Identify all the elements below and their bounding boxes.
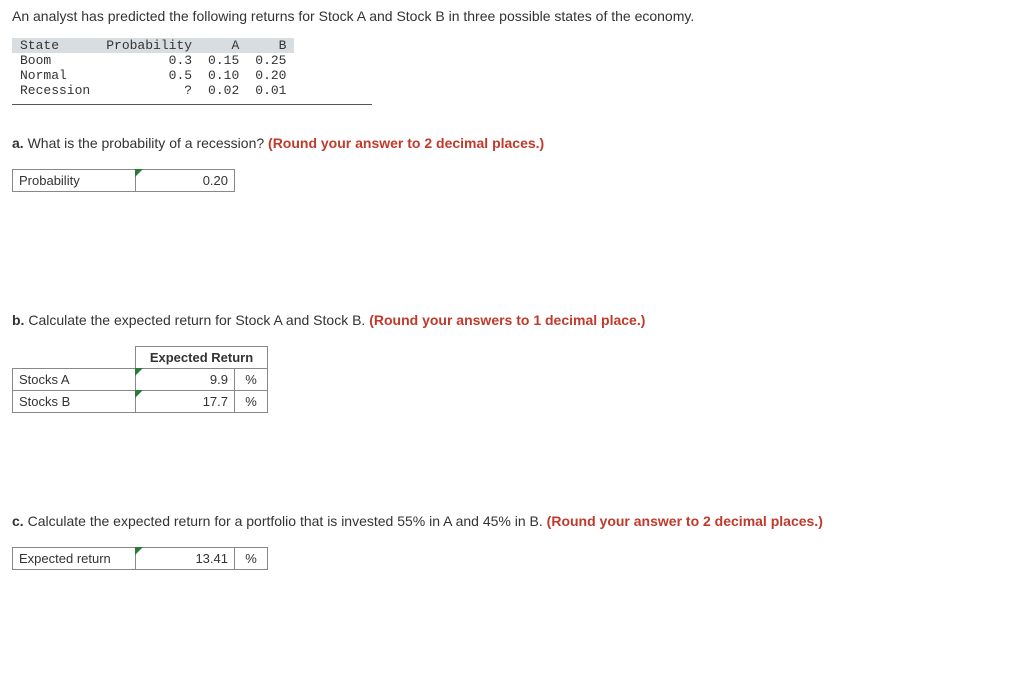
cell-a: 0.02 [200, 83, 247, 98]
qb-input-b[interactable]: 17.7 [136, 391, 235, 413]
qb-unit-a: % [235, 369, 268, 391]
qb-row-a: Stocks A 9.9 % [13, 369, 268, 391]
qc-answer-table: Expected return 13.41 % [12, 547, 268, 570]
correct-tick-icon [135, 390, 143, 398]
col-a: A [200, 38, 247, 53]
qb-label-b: Stocks B [13, 391, 136, 413]
intro-text: An analyst has predicted the following r… [12, 8, 1012, 24]
qa-answer-table: Probability 0.20 [12, 169, 235, 192]
col-b: B [247, 38, 294, 53]
table-row: Recession ? 0.02 0.01 [12, 83, 294, 98]
table-rule [12, 104, 372, 105]
qb-value-a: 9.9 [210, 372, 228, 387]
qa-input[interactable]: 0.20 [136, 170, 235, 192]
qc-unit: % [235, 548, 268, 570]
col-probability: Probability [98, 38, 200, 53]
cell-state: Normal [12, 68, 98, 83]
cell-prob: ? [98, 83, 200, 98]
qa-hint: (Round your answer to 2 decimal places.) [268, 135, 544, 151]
qb-text: Calculate the expected return for Stock … [24, 312, 369, 328]
qa-answer-row: Probability 0.20 [13, 170, 235, 192]
qc-answer-row: Expected return 13.41 % [13, 548, 268, 570]
qa-label: Probability [13, 170, 136, 192]
cell-state: Recession [12, 83, 98, 98]
cell-b: 0.25 [247, 53, 294, 68]
qc-hint: (Round your answer to 2 decimal places.) [547, 513, 823, 529]
table-header-row: State Probability A B [12, 38, 294, 53]
col-state: State [12, 38, 98, 53]
correct-tick-icon [135, 169, 143, 177]
qa-prefix: a. [12, 135, 24, 151]
cell-state: Boom [12, 53, 98, 68]
qa-value: 0.20 [203, 173, 228, 188]
cell-prob: 0.5 [98, 68, 200, 83]
qb-answer-table: Expected Return Stocks A 9.9 % Stocks B … [12, 346, 268, 413]
correct-tick-icon [135, 368, 143, 376]
blank-cell [13, 347, 136, 369]
question-c: c. Calculate the expected return for a p… [12, 513, 1012, 529]
table-row: Normal 0.5 0.10 0.20 [12, 68, 294, 83]
correct-tick-icon [135, 547, 143, 555]
returns-data-table: State Probability A B Boom 0.3 0.15 0.25… [12, 38, 294, 98]
question-b: b. Calculate the expected return for Sto… [12, 312, 1012, 328]
qb-header-row: Expected Return [13, 347, 268, 369]
qb-unit-b: % [235, 391, 268, 413]
qc-prefix: c. [12, 513, 24, 529]
cell-prob: 0.3 [98, 53, 200, 68]
qc-text: Calculate the expected return for a port… [24, 513, 547, 529]
qb-hint: (Round your answers to 1 decimal place.) [369, 312, 645, 328]
qb-row-b: Stocks B 17.7 % [13, 391, 268, 413]
cell-b: 0.01 [247, 83, 294, 98]
question-a: a. What is the probability of a recessio… [12, 135, 1012, 151]
qb-input-a[interactable]: 9.9 [136, 369, 235, 391]
cell-a: 0.15 [200, 53, 247, 68]
qb-prefix: b. [12, 312, 24, 328]
table-row: Boom 0.3 0.15 0.25 [12, 53, 294, 68]
qc-label: Expected return [13, 548, 136, 570]
qa-text: What is the probability of a recession? [24, 135, 268, 151]
cell-a: 0.10 [200, 68, 247, 83]
qb-value-b: 17.7 [203, 394, 228, 409]
qc-value: 13.41 [195, 551, 228, 566]
cell-b: 0.20 [247, 68, 294, 83]
qb-label-a: Stocks A [13, 369, 136, 391]
qc-input[interactable]: 13.41 [136, 548, 235, 570]
qb-header: Expected Return [136, 347, 268, 369]
